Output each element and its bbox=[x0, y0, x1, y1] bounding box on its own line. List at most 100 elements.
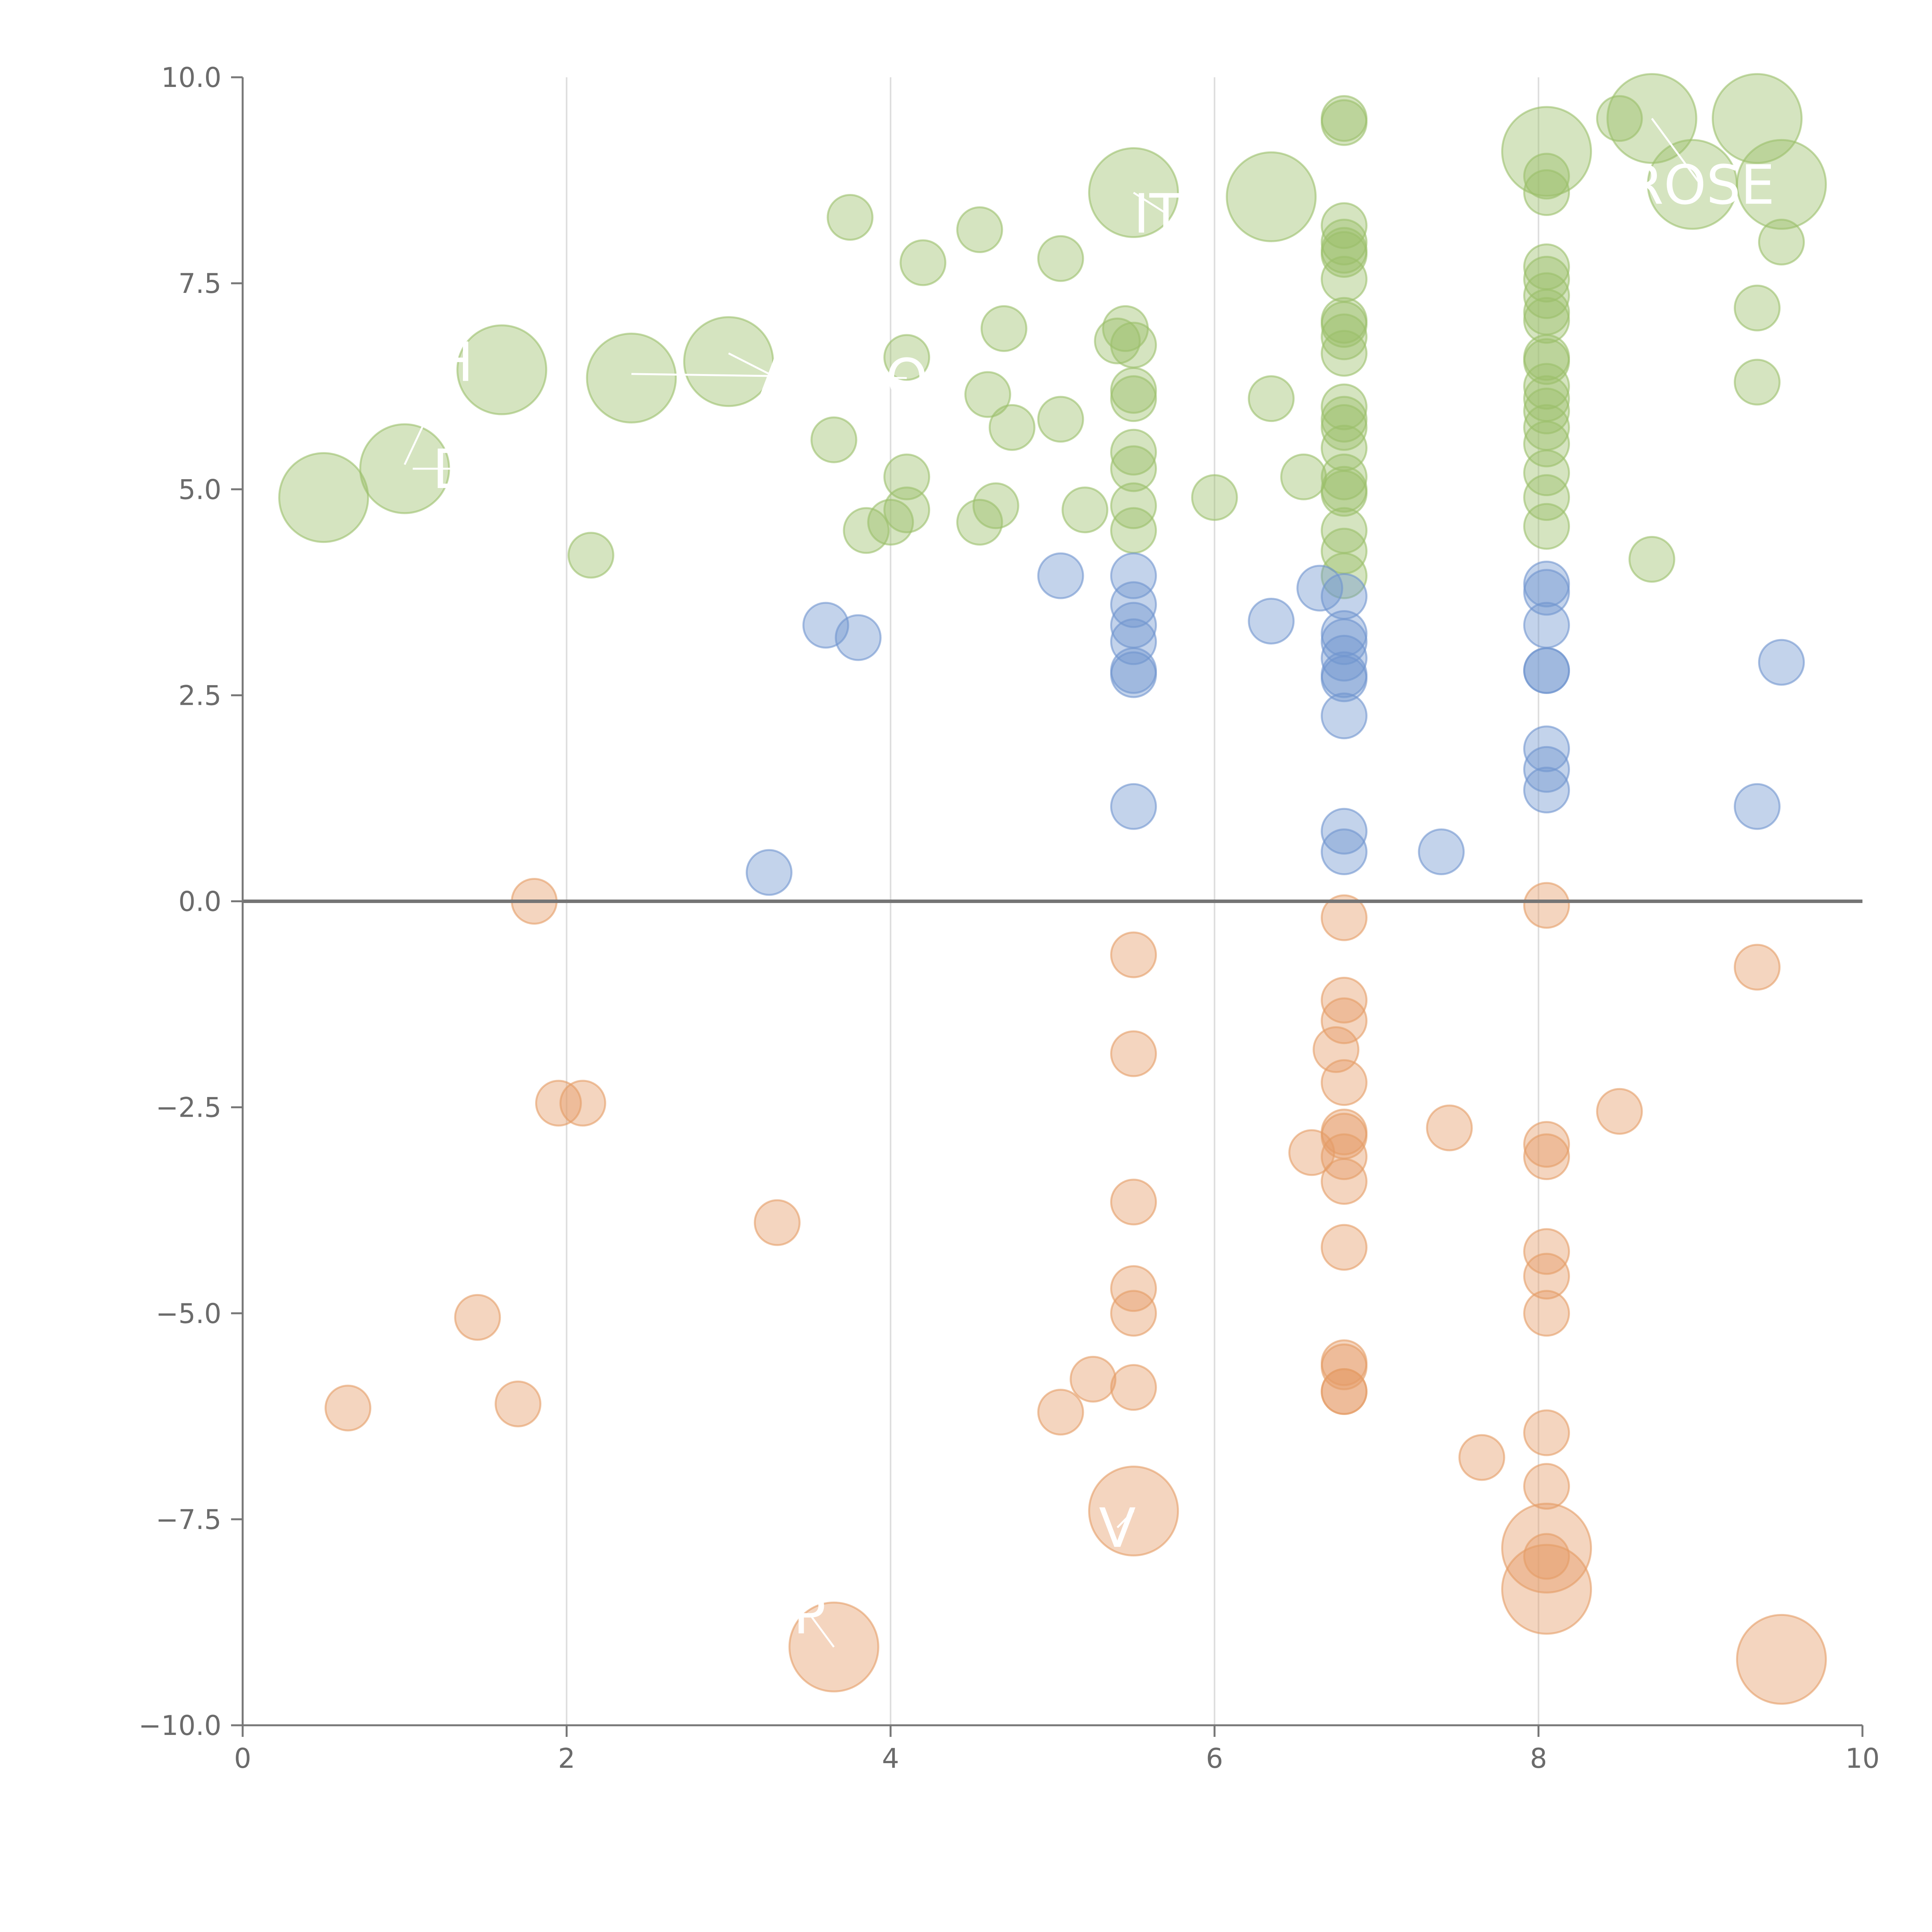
bubble-orange bbox=[1736, 1614, 1827, 1705]
bubble-green bbox=[1523, 388, 1570, 435]
bubble-orange bbox=[1110, 1265, 1157, 1312]
bubble-green bbox=[980, 305, 1027, 352]
bubble-orange bbox=[1070, 1355, 1117, 1403]
bubble-green bbox=[1321, 404, 1368, 451]
bubble-green bbox=[964, 371, 1011, 418]
annotation-label: V bbox=[1099, 1497, 1136, 1560]
x-tick-label: 10 bbox=[1845, 1743, 1879, 1774]
bubble-green bbox=[1037, 396, 1084, 443]
bubble-orange bbox=[1037, 1389, 1084, 1436]
bubble-green bbox=[1736, 139, 1827, 230]
annotation-leader bbox=[631, 373, 907, 379]
bubble-green bbox=[1321, 453, 1368, 500]
bubble-blue bbox=[1523, 569, 1570, 616]
y-tick-label: −7.5 bbox=[156, 1504, 221, 1536]
y-tick-label: 0.0 bbox=[179, 886, 221, 918]
bubble-green bbox=[827, 194, 874, 241]
bubble-green bbox=[1321, 255, 1368, 303]
bubble-green bbox=[956, 206, 1003, 253]
bubble-orange bbox=[1523, 1533, 1570, 1580]
bubble-blue bbox=[1110, 618, 1157, 665]
bubble-orange bbox=[1321, 1368, 1368, 1415]
bubble-orange bbox=[1501, 1544, 1592, 1635]
bubble-orange bbox=[1110, 1030, 1157, 1077]
bubble-green bbox=[883, 334, 930, 381]
bubble-blue bbox=[1523, 602, 1570, 649]
annotation-leader bbox=[1116, 1510, 1134, 1528]
bubble-blue bbox=[1523, 767, 1570, 814]
bubble-blue bbox=[1758, 639, 1805, 686]
bubble-orange bbox=[1321, 1343, 1368, 1390]
annotation-label: P bbox=[793, 1583, 826, 1646]
bubble-green bbox=[1758, 219, 1805, 265]
bubble-green bbox=[586, 332, 677, 423]
bubble-green bbox=[1321, 231, 1368, 278]
bubble-green bbox=[1523, 338, 1570, 385]
bubble-green bbox=[278, 452, 369, 543]
annotation-leader bbox=[1651, 118, 1701, 185]
bubble-orange bbox=[1523, 1463, 1570, 1510]
bubble-green bbox=[683, 316, 774, 407]
bubble-orange bbox=[1523, 1409, 1570, 1456]
bubble-green bbox=[1280, 453, 1327, 500]
annotation-leader bbox=[1133, 192, 1167, 214]
y-tick-label: 10.0 bbox=[161, 62, 221, 94]
bubble-green bbox=[1110, 429, 1157, 476]
bubble-green bbox=[1523, 297, 1570, 344]
bubble-green bbox=[988, 404, 1036, 451]
bubble-orange bbox=[1523, 1121, 1570, 1168]
x-tick-label: 0 bbox=[234, 1743, 252, 1774]
bubble-blue bbox=[1734, 783, 1781, 830]
y-tick-label: 5.0 bbox=[179, 474, 221, 505]
annotation-leader bbox=[809, 1613, 835, 1648]
bubble-orange bbox=[559, 1080, 606, 1127]
annotation-leader bbox=[728, 352, 778, 379]
bubble-orange bbox=[1734, 944, 1781, 991]
bubble-blue bbox=[1321, 655, 1368, 702]
bubble-green bbox=[1523, 363, 1570, 410]
y-tick-label: 7.5 bbox=[179, 268, 221, 299]
bubble-orange bbox=[1523, 882, 1570, 929]
bubble-green bbox=[1226, 151, 1317, 242]
bubble-orange bbox=[1110, 1179, 1157, 1226]
bubble-green bbox=[1523, 449, 1570, 497]
bubble-orange bbox=[1523, 1290, 1570, 1337]
bubble-green bbox=[1523, 255, 1570, 303]
bubble-orange bbox=[1110, 1364, 1157, 1411]
bubble-green bbox=[1321, 470, 1368, 517]
bubble-blue bbox=[1321, 808, 1368, 855]
bubble-orange bbox=[324, 1384, 371, 1432]
bubble-green bbox=[883, 486, 930, 534]
bubble-orange bbox=[753, 1199, 801, 1246]
bubble-orange bbox=[1321, 997, 1368, 1044]
bubble-orange bbox=[1596, 1088, 1643, 1135]
bubble-green bbox=[843, 507, 890, 554]
y-tick-label: −10.0 bbox=[138, 1710, 221, 1742]
bubble-green bbox=[1094, 317, 1141, 364]
bubble-orange bbox=[1523, 1228, 1570, 1275]
bubble-green bbox=[1321, 383, 1368, 430]
bubble-orange bbox=[535, 1080, 582, 1127]
bubble-blue bbox=[1321, 828, 1368, 876]
bubble-green bbox=[1110, 445, 1157, 492]
bubble-green bbox=[1628, 536, 1675, 583]
bubble-green bbox=[1321, 313, 1368, 361]
bubble-green bbox=[1248, 375, 1295, 422]
bubble-orange bbox=[1321, 1158, 1368, 1205]
bubble-orange bbox=[1523, 1253, 1570, 1300]
bubble-blue bbox=[1248, 597, 1295, 645]
bubble-blue bbox=[1523, 746, 1570, 793]
bubble-blue bbox=[1110, 783, 1157, 830]
bubble-blue bbox=[1418, 828, 1465, 876]
annotation-label: D bbox=[432, 438, 474, 501]
bubble-green bbox=[1734, 359, 1781, 406]
bubble-blue bbox=[1110, 552, 1157, 599]
bubble-green bbox=[1321, 202, 1368, 249]
annotations: HD A O ITI ROSE V P bbox=[403, 118, 1775, 1648]
bubble-orange bbox=[1321, 1059, 1368, 1106]
bubble-green bbox=[1523, 420, 1570, 468]
annotation-label: A bbox=[759, 347, 796, 410]
bubble-blue bbox=[1523, 647, 1570, 694]
bubble-green bbox=[1061, 486, 1109, 534]
bubble-green bbox=[810, 416, 857, 463]
